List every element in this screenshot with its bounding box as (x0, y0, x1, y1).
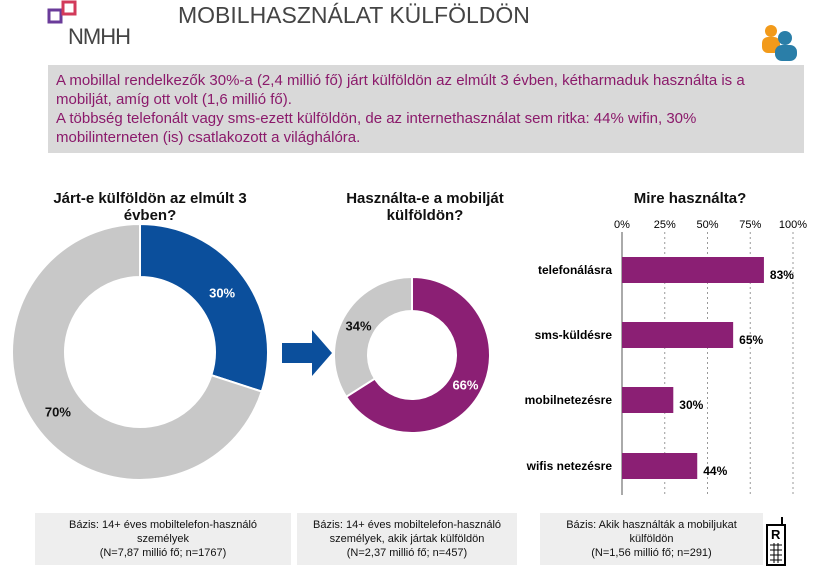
bar (622, 453, 698, 479)
x-tick-label: 100% (779, 219, 807, 231)
x-tick-label: 50% (696, 219, 718, 231)
donut2-slice (333, 275, 413, 399)
chart2-title: Használta-e a mobilját külföldön? (346, 190, 504, 224)
bar (622, 387, 674, 413)
mobile-phone-icon: R (766, 517, 786, 566)
footer-base-1: Bázis: 14+ éves mobiltelefon-használó sze… (35, 513, 291, 565)
bar-value-label: 30% (679, 398, 703, 412)
chart1-title: Járt-e külföldön az elmúlt 3 évben? (53, 190, 247, 224)
page-title: MOBILHASZNÁLAT KÜLFÖLDÖN (178, 2, 530, 28)
bar (622, 257, 764, 283)
footer-base-2: Bázis: 14+ éves mobiltelefon-használó sze… (297, 513, 517, 565)
footer-text: Bázis: 14+ éves mobiltelefon-használó (312, 519, 502, 531)
footer-text: (N=7,87 millió fő; n=1767) (99, 547, 227, 559)
chart3-title: Mire használta? (633, 190, 747, 207)
category-label: telefonálásra (538, 263, 612, 277)
logo-icon (47, 0, 77, 24)
x-tick-label: 75% (739, 219, 761, 231)
bar-value-label: 83% (770, 268, 794, 282)
summary-box: A mobillal rendelkezők 30%-a (2,4 millió… (48, 65, 804, 153)
donut2-label: 34% (346, 319, 372, 334)
footer-text: személyek, akik jártak külföldön (329, 533, 485, 545)
svg-text:R: R (771, 527, 781, 542)
donut1-label: 70% (45, 405, 71, 420)
footer-text: Bázis: Akik használták a mobiljukat (566, 519, 737, 531)
people-icon (762, 25, 797, 61)
footer-text: külföldön (629, 533, 674, 545)
logo (45, 0, 135, 48)
x-tick-label: 25% (654, 219, 676, 231)
summary-line: A mobillal rendelkezők 30%-a (2,4 millió… (56, 72, 745, 108)
footer-text: Bázis: 14+ éves mobiltelefon-használó (68, 519, 258, 531)
summary-line: A többség telefonált vagy sms-ezett külf… (56, 110, 697, 146)
donut2-slice (344, 275, 491, 434)
bar-value-label: 44% (703, 464, 727, 478)
bar (622, 322, 734, 348)
footer-text: (N=2,37 millió fő; n=457) (346, 547, 468, 559)
category-label: wifis netezésre (526, 459, 613, 473)
footer-text: személyek (137, 533, 189, 545)
donut1-label: 30% (209, 285, 235, 300)
donut1-slice (11, 222, 263, 481)
bar-value-label: 65% (739, 333, 763, 347)
footer-base-3: Bázis: Akik használták a mobiljukat külfö… (540, 513, 763, 565)
arrow-icon (282, 330, 332, 376)
x-tick-label: 0% (614, 219, 630, 231)
category-label: sms-küldésre (535, 328, 613, 342)
footer-text: (N=1,56 millió fő; n=291) (591, 547, 712, 559)
donut1-slice (139, 222, 269, 393)
donut2-label: 66% (452, 377, 478, 392)
category-label: mobilnetezésre (525, 393, 613, 407)
logo-text: NMHH (68, 24, 131, 49)
